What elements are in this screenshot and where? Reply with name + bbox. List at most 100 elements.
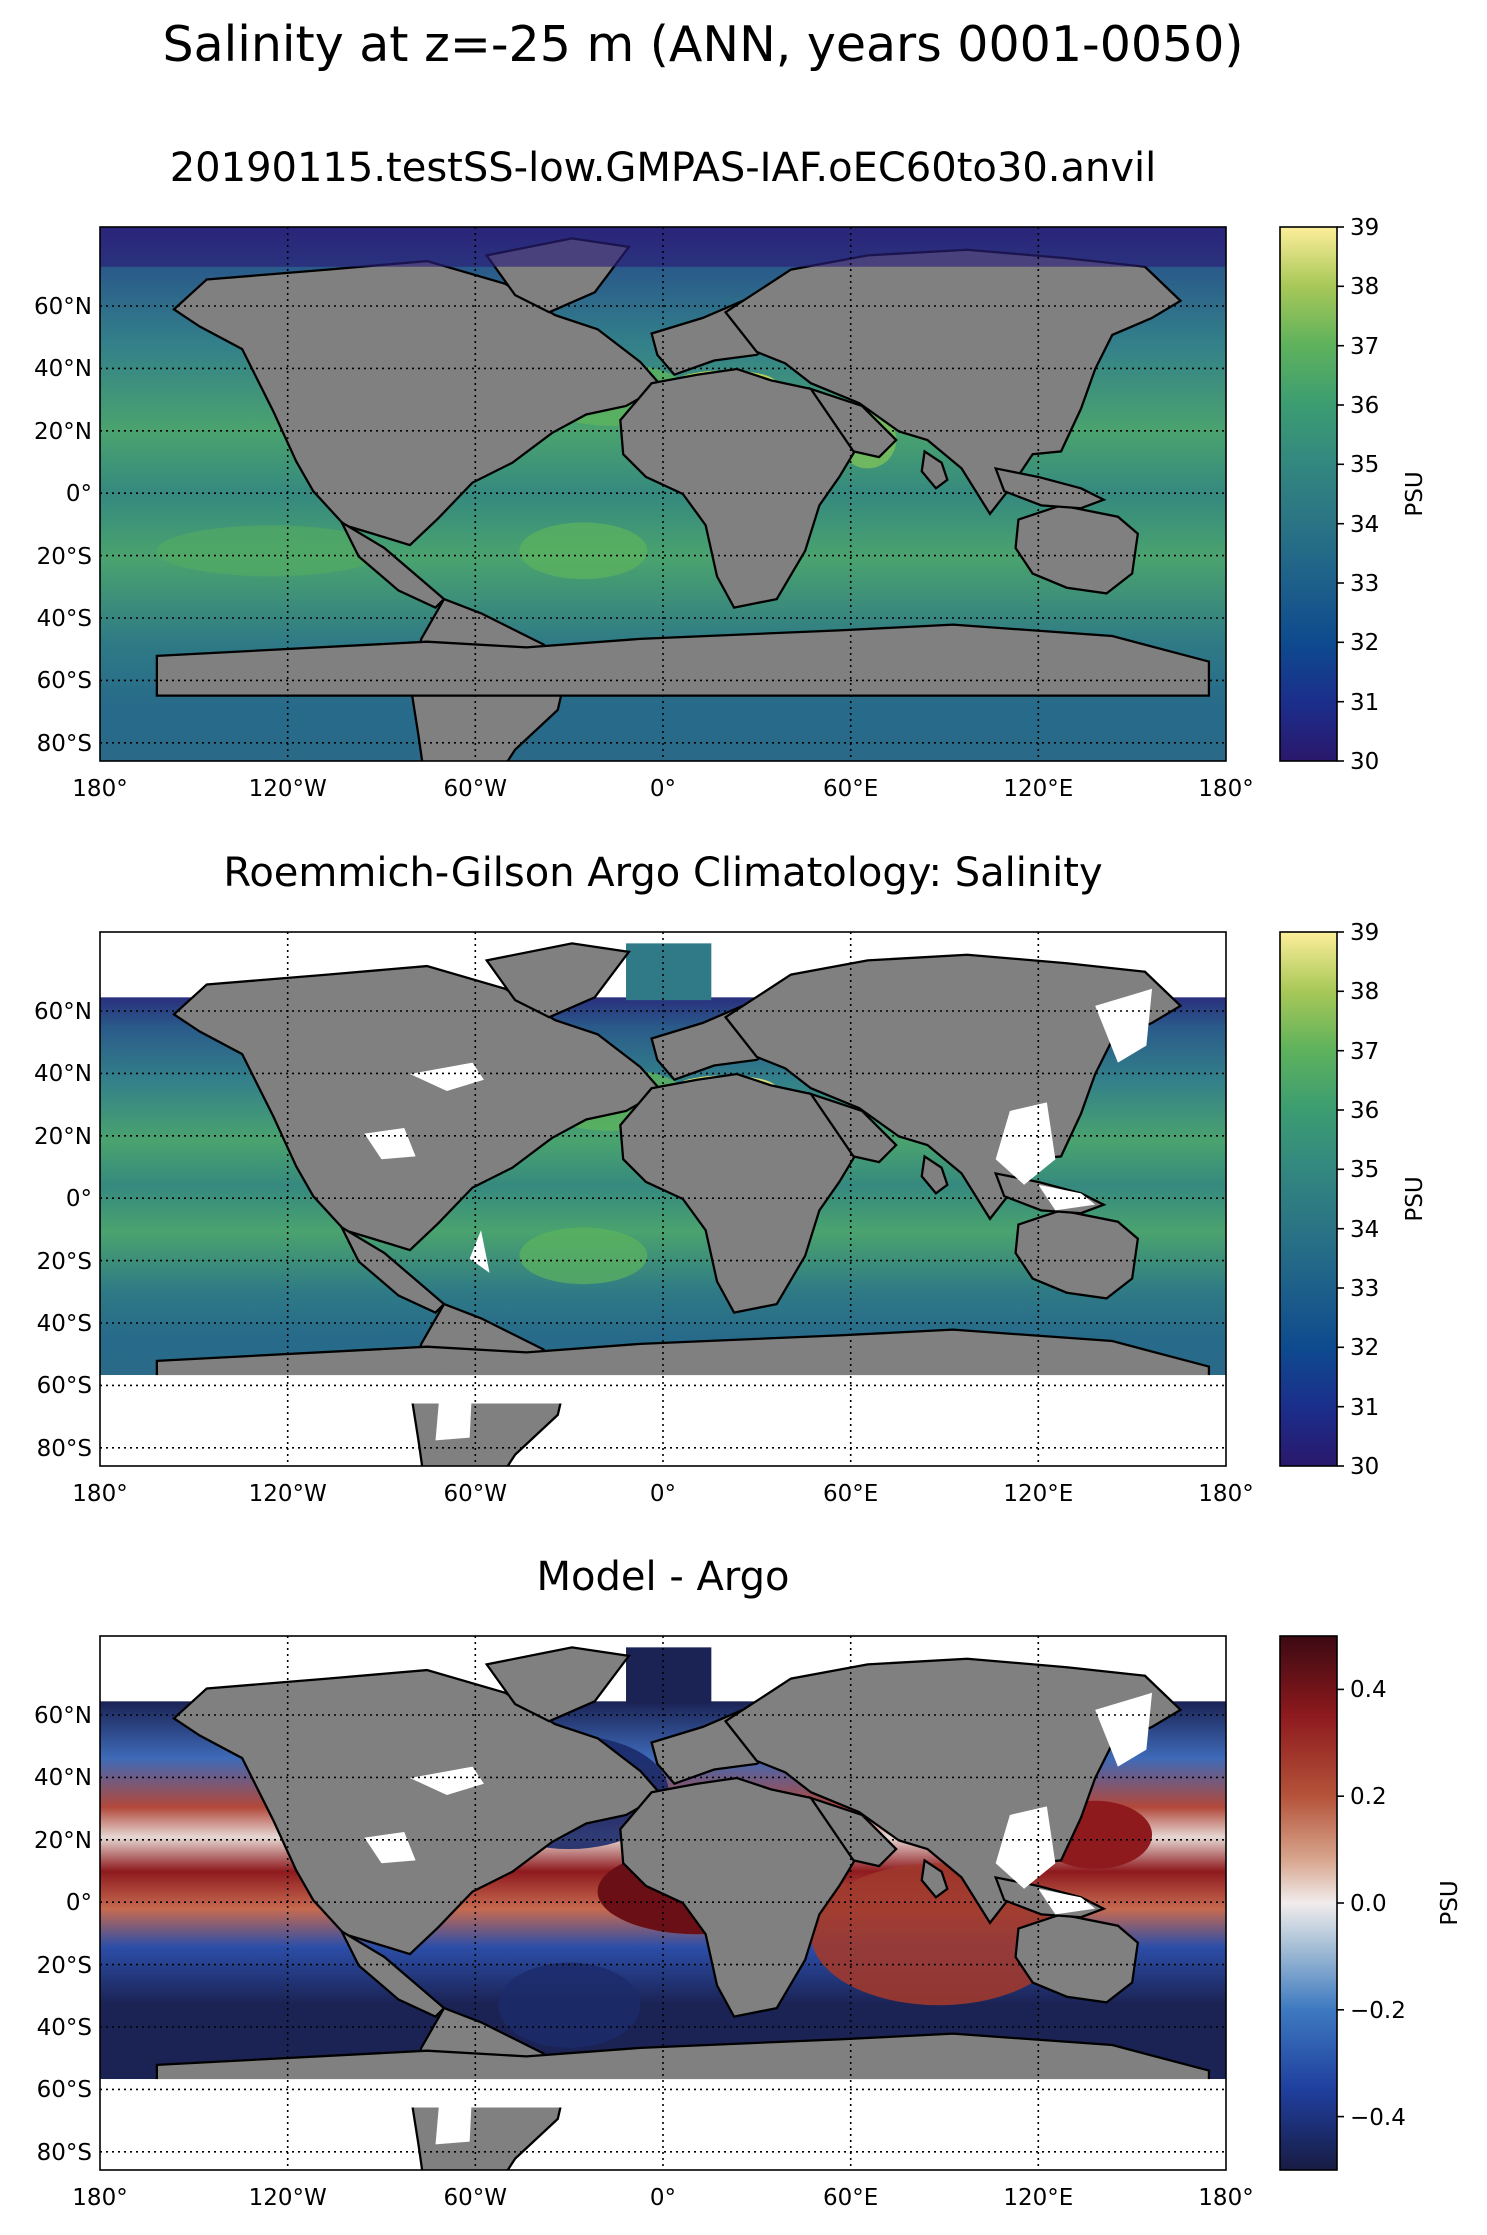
colorbar-tick-label: 35 <box>1350 1157 1379 1183</box>
colorbar-tick-label: 37 <box>1350 1039 1379 1065</box>
x-tick-label: 120°W <box>249 1481 327 1507</box>
y-tick-labels: 60°N 40°N 20°N 0° 20°S 40°S 60°S 80°S <box>34 294 92 757</box>
map-frame <box>99 931 1227 1467</box>
colorbar-gradient <box>1279 226 1338 762</box>
colorbar-tick-label: 32 <box>1350 630 1379 656</box>
colorbar-tick-labels: 30 31 32 33 34 35 36 37 38 39 <box>1350 920 1379 1480</box>
x-tick-label: 180° <box>1198 776 1253 802</box>
colorbar-tick-label: 37 <box>1350 334 1379 360</box>
colorbar-tick-label: 33 <box>1350 1276 1379 1302</box>
y-tick-label: 40°S <box>37 1311 92 1337</box>
x-tick-label: 60°E <box>823 1481 878 1507</box>
y-tick-label: 60°S <box>37 668 92 694</box>
colorbar-tick-label: 39 <box>1350 215 1379 241</box>
panel-title: Model - Argo <box>537 1554 790 1600</box>
y-tick-label: 40°N <box>34 1765 92 1791</box>
colorbar-tick-label: 38 <box>1350 979 1379 1005</box>
x-tick-label: 0° <box>650 776 676 802</box>
map-frame <box>99 1635 1227 2171</box>
colorbar-tick-label: 35 <box>1350 452 1379 478</box>
x-tick-label: 180° <box>1198 1481 1253 1507</box>
salinity-field-north-atlantic <box>626 943 712 1001</box>
x-tick-label: 120°E <box>1003 2185 1073 2211</box>
y-tick-label: 40°S <box>37 606 92 632</box>
panel-argo-salinity: Roemmich-Gilson Argo Climatology: Salini… <box>34 850 1254 1507</box>
x-tick-label: 180° <box>72 2185 127 2211</box>
colorbar-tick-label: 30 <box>1350 1454 1379 1480</box>
y-tick-label: 80°S <box>37 2140 92 2166</box>
y-tick-label: 40°S <box>37 2015 92 2041</box>
y-tick-labels: 60°N 40°N 20°N 0° 20°S 40°S 60°S 80°S <box>34 1703 92 2166</box>
colorbar-tick-label: 0.4 <box>1350 1677 1387 1703</box>
x-tick-labels: 180° 120°W 60°W 0° 60°E 120°E 180° <box>72 2185 1253 2211</box>
figure-suptitle: Salinity at z=-25 m (ANN, years 0001-005… <box>162 16 1243 73</box>
panel-title: 20190115.testSS-low.GMPAS-IAF.oEC60to30.… <box>170 145 1157 191</box>
x-tick-labels: 180° 120°W 60°W 0° 60°E 120°E 180° <box>72 776 1253 802</box>
y-tick-label: 20°S <box>37 544 92 570</box>
colorbar-ticks <box>1337 226 1344 762</box>
x-tick-label: 120°W <box>249 776 327 802</box>
x-tick-label: 180° <box>72 1481 127 1507</box>
colorbar: 30 31 32 33 34 35 36 37 38 39 PSU <box>1279 920 1428 1480</box>
colorbar: −0.4 −0.2 0.0 0.2 0.4 PSU <box>1279 1635 1463 2171</box>
colorbar-tick-label: 39 <box>1350 920 1379 946</box>
y-tick-label: 80°S <box>37 1436 92 1462</box>
difference-field-north-atlantic <box>626 1647 712 1705</box>
y-tick-label: 20°N <box>34 1124 92 1150</box>
y-tick-label: 60°S <box>37 1373 92 1399</box>
colorbar-label: PSU <box>1402 471 1428 516</box>
x-tick-label: 60°E <box>823 2185 878 2211</box>
map-frame <box>99 226 1227 762</box>
y-tick-label: 60°N <box>34 294 92 320</box>
y-tick-label: 60°N <box>34 1703 92 1729</box>
x-tick-label: 180° <box>1198 2185 1253 2211</box>
colorbar-tick-label: 0.0 <box>1350 1891 1387 1917</box>
y-tick-labels: 60°N 40°N 20°N 0° 20°S 40°S 60°S 80°S <box>34 999 92 1462</box>
colorbar-tick-label: 32 <box>1350 1335 1379 1361</box>
y-tick-label: 0° <box>66 481 92 507</box>
y-tick-label: 60°N <box>34 999 92 1025</box>
subtropical-high-salinity-south-pacific <box>156 525 385 577</box>
colorbar-label: PSU <box>1437 1880 1463 1925</box>
colorbar-tick-label: 30 <box>1350 749 1379 775</box>
negative-anomaly-south-atlantic <box>498 1962 641 2048</box>
gridlines <box>100 1636 1226 2170</box>
y-tick-label: 40°N <box>34 1061 92 1087</box>
y-tick-label: 20°S <box>37 1953 92 1979</box>
y-tick-label: 20°N <box>34 419 92 445</box>
colorbar-tick-label: 38 <box>1350 274 1379 300</box>
colorbar-tick-label: 34 <box>1350 1217 1379 1243</box>
colorbar-tick-labels: −0.4 −0.2 0.0 0.2 0.4 <box>1350 1677 1406 2131</box>
x-tick-label: 60°W <box>444 2185 508 2211</box>
x-tick-label: 60°W <box>444 776 508 802</box>
panel-model-salinity: 20190115.testSS-low.GMPAS-IAF.oEC60to30.… <box>34 145 1254 802</box>
y-tick-label: 80°S <box>37 731 92 757</box>
y-tick-label: 40°N <box>34 356 92 382</box>
colorbar-label: PSU <box>1402 1176 1428 1221</box>
colorbar-ticks <box>1337 1688 1344 2118</box>
colorbar-tick-label: 36 <box>1350 393 1379 419</box>
x-tick-label: 60°E <box>823 776 878 802</box>
x-tick-labels: 180° 120°W 60°W 0° 60°E 120°E 180° <box>72 1481 1253 1507</box>
colorbar-tick-label: 34 <box>1350 512 1379 538</box>
colorbar-tick-label: −0.4 <box>1350 2105 1406 2131</box>
x-tick-label: 120°W <box>249 2185 327 2211</box>
colorbar-tick-label: 31 <box>1350 690 1379 716</box>
x-tick-label: 120°E <box>1003 776 1073 802</box>
x-tick-label: 0° <box>650 2185 676 2211</box>
colorbar-gradient <box>1279 1635 1338 2171</box>
subtropical-high-salinity-south-atlantic <box>519 1227 648 1285</box>
gridlines <box>100 932 1226 1466</box>
y-tick-label: 20°S <box>37 1249 92 1275</box>
colorbar-tick-label: 0.2 <box>1350 1784 1387 1810</box>
colorbar-tick-label: 31 <box>1350 1395 1379 1421</box>
colorbar-tick-label: −0.2 <box>1350 1998 1406 2024</box>
subtropical-high-salinity-south-atlantic <box>519 522 648 580</box>
y-tick-label: 0° <box>66 1890 92 1916</box>
colorbar-tick-label: 33 <box>1350 571 1379 597</box>
gridlines <box>100 227 1226 761</box>
y-tick-label: 0° <box>66 1186 92 1212</box>
x-tick-label: 60°W <box>444 1481 508 1507</box>
y-tick-label: 20°N <box>34 1828 92 1854</box>
